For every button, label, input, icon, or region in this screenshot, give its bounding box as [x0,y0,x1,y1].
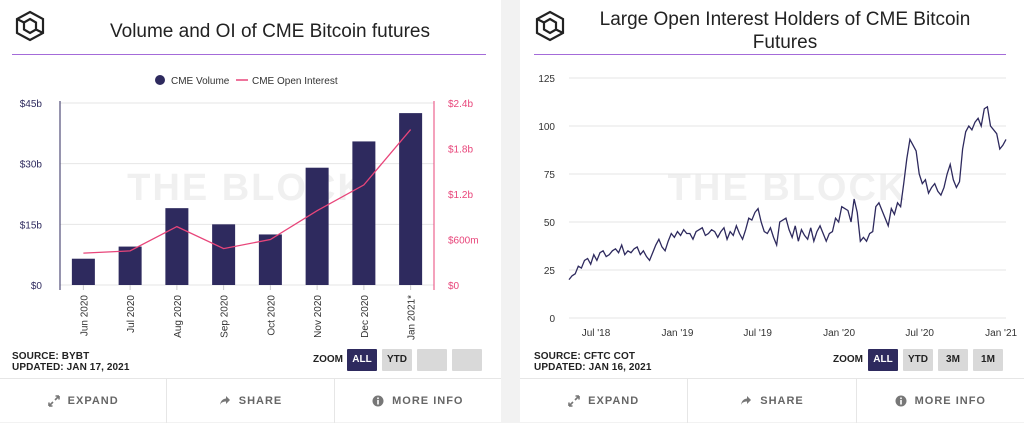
y-tick-left: $15b [20,220,43,231]
card-footer: EXPAND SHARE MORE INFO [0,378,501,423]
x-tick-label: Jul '18 [582,328,611,339]
share-icon [741,396,752,405]
y-tick-left: $30b [20,160,43,171]
legend-label-volume: CME Volume [171,76,230,87]
updated-label: UPDATED: JAN 16, 2021 [534,362,652,373]
x-tick-label: Jul '19 [743,328,772,339]
info-icon [895,395,907,407]
y-tick-right: $0 [448,281,460,292]
large-oi-holders-chart: THE BLOCK 0 25 50 75 100 125 Jul '18 Jan '19 Jul … [538,74,1017,339]
zoom-button-3[interactable] [417,349,447,371]
x-tick-label: Jul 2020 [126,295,137,333]
y-tick: 125 [538,74,555,85]
chart-title: Volume and OI of CME Bitcoin futures [110,21,430,42]
y-tick-right: $600m [448,236,479,247]
y-tick: 25 [544,266,556,277]
expand-icon [568,395,580,407]
zoom-all-button[interactable]: ALL [868,349,898,371]
title-divider [12,54,486,55]
info-icon [372,395,384,407]
zoom-ytd-button[interactable]: YTD [903,349,933,371]
x-tick-label: Nov 2020 [313,295,324,338]
y-tick: 50 [544,218,556,229]
more-info-label: MORE INFO [914,395,986,407]
x-tick-label: Jun 2020 [79,295,90,337]
x-tick-label: Sep 2020 [220,295,231,338]
x-tick-label: Oct 2020 [266,295,277,336]
bar-volume [399,113,423,285]
share-button[interactable]: SHARE [688,379,857,423]
legend-label-oi: CME Open Interest [252,76,338,87]
y-tick-right: $1.2b [448,190,473,201]
x-tick-label: Jan '19 [662,328,694,339]
share-label: SHARE [760,395,804,407]
share-icon [219,396,230,405]
expand-icon [47,395,60,407]
bar-volume [258,234,282,285]
y-tick-left: $0 [31,281,43,292]
bar-volume [352,141,376,285]
zoom-ytd-button[interactable]: YTD [382,349,412,371]
zoom-3m-button[interactable]: 3M [938,349,968,371]
x-tick-label: Aug 2020 [173,295,184,338]
zoom-all-button[interactable]: ALL [347,349,377,371]
expand-label: EXPAND [588,395,640,407]
bar-volume [305,167,329,285]
share-label: SHARE [238,395,283,407]
card-footer: EXPAND SHARE MORE INFO [520,378,1024,423]
bar-volume [165,208,189,285]
y-tick: 75 [544,170,556,181]
expand-button[interactable]: EXPAND [520,379,689,423]
x-tick-label: Jan '20 [823,328,855,339]
y-tick-left: $45b [20,99,43,110]
zoom-label: ZOOM [833,354,863,365]
y-tick: 0 [549,314,555,325]
x-tick-label: Jul '20 [905,328,934,339]
zoom-button-4[interactable] [452,349,482,371]
series-line-oi [83,129,412,254]
more-info-button[interactable]: MORE INFO [335,379,501,423]
y-tick-right: $2.4b [448,99,473,110]
expand-button[interactable]: EXPAND [0,379,168,423]
more-info-button[interactable]: MORE INFO [857,379,1024,423]
chart-card-volume-oi: Volume and OI of CME Bitcoin futures THE… [0,0,501,423]
chart-title: Large Open Interest Holders of CME Bitco… [580,8,990,54]
chart-title-line-2: Futures [752,32,818,53]
zoom-label: ZOOM [313,354,343,365]
more-info-label: MORE INFO [392,395,464,407]
expand-label: EXPAND [67,395,119,407]
chart-title-line-1: Large Open Interest Holders of CME Bitco… [599,9,971,30]
title-divider [534,54,1006,55]
y-tick-right: $1.8b [448,145,473,156]
zoom-1m-button[interactable]: 1M [973,349,1003,371]
the-block-logo-icon [15,10,45,42]
legend-marker-volume [155,75,165,85]
updated-label: UPDATED: JAN 17, 2021 [12,362,130,373]
x-tick-label: Dec 2020 [360,295,371,338]
chart-card-large-oi-holders: Large Open Interest Holders of CME Bitco… [520,0,1024,423]
watermark: THE BLOCK [668,167,908,209]
x-tick-label: Jan 2021* [407,295,418,340]
bar-volume [212,224,236,285]
share-button[interactable]: SHARE [167,379,335,423]
source-label: SOURCE: BYBT [12,351,90,362]
y-tick: 100 [538,122,555,133]
bar-volume [118,246,142,285]
x-tick-label: Jan '21 [985,328,1017,339]
the-block-logo-icon [535,10,565,42]
bar-volume [71,258,95,285]
series-line-holders [568,105,1007,281]
source-label: SOURCE: CFTC COT [534,351,636,362]
